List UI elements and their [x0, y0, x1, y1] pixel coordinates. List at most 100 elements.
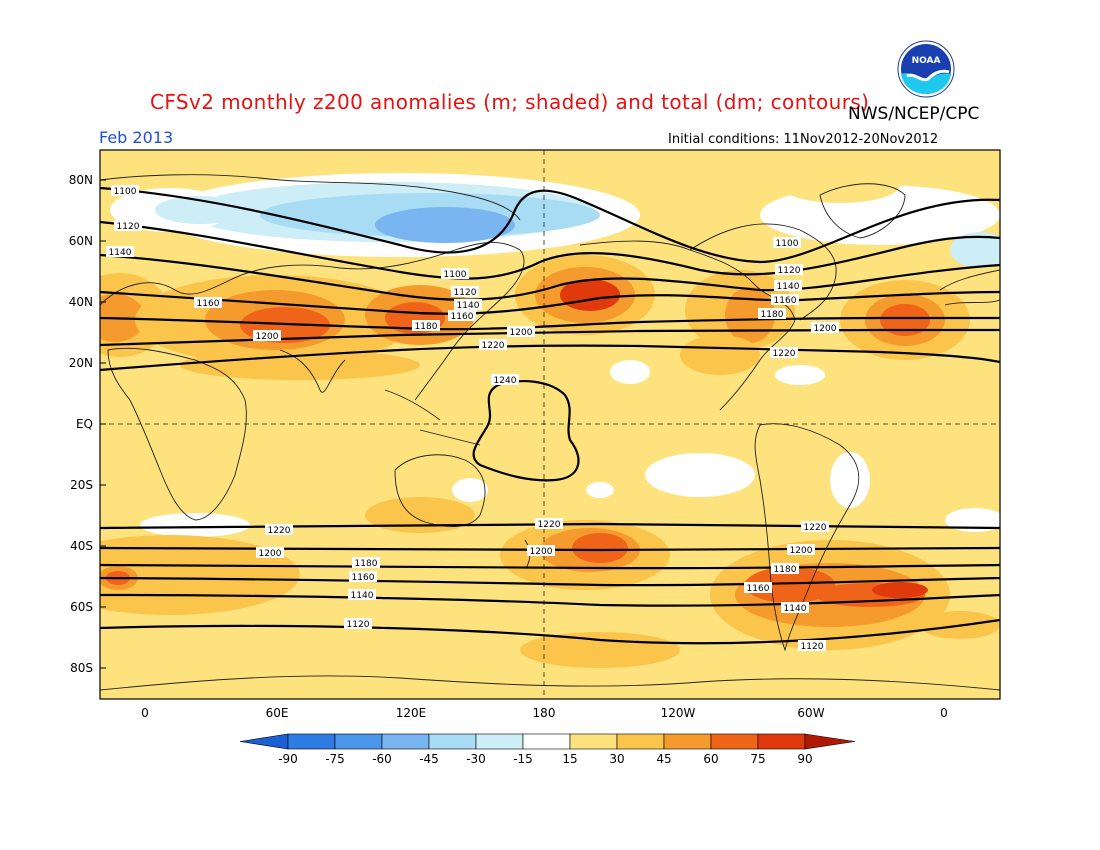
contour-label: 1140 [109, 248, 132, 258]
contour-1140 [100, 253, 1000, 301]
contour-label: 1140 [457, 301, 480, 311]
contour-label: 1180 [415, 322, 438, 332]
contour-label: 1220 [773, 349, 796, 359]
coastline-eurasia [100, 241, 525, 401]
contour-label: 1160 [774, 296, 797, 306]
colorbar-label: -75 [325, 752, 345, 766]
lat-label: 80N [69, 173, 93, 187]
contour-label: 1140 [351, 591, 374, 601]
colorbar-box [616, 733, 665, 750]
lat-label: EQ [76, 417, 93, 431]
lon-axis: 0 60E 120E 180 120W 60W 0 [141, 706, 948, 720]
colorbar-box [569, 733, 618, 750]
colorbar-label: -45 [419, 752, 439, 766]
coastline-south-america [754, 423, 860, 652]
contour-label: 1200 [259, 549, 282, 559]
colorbar-box [522, 733, 571, 750]
anomaly-region-neg-15 [155, 196, 245, 224]
colorbar-box [287, 733, 336, 750]
contour-label: 1160 [352, 573, 375, 583]
anomaly-region-white [775, 365, 825, 385]
anomaly-region-white [945, 508, 1000, 532]
contour-1120 [100, 220, 1000, 280]
colorbar-labels: -90 -75 -60 -45 -30 -15 15 30 45 60 75 90 [278, 752, 812, 766]
contour-1140-south [100, 593, 1000, 607]
lat-label: 40N [69, 295, 93, 309]
anomaly-region-white [830, 452, 870, 508]
coastline-arctic [100, 174, 521, 221]
colorbar-label: 75 [750, 752, 765, 766]
colorbar-label: -15 [513, 752, 533, 766]
lat-label: 20N [69, 356, 93, 370]
contour-label: 1200 [510, 328, 533, 338]
colorbar-box [428, 733, 477, 750]
coastline-indonesia [384, 389, 481, 446]
colorbar-box [663, 733, 712, 750]
anomaly-region-neg-45 [375, 207, 515, 243]
colorbar-box [334, 733, 383, 750]
colorbar-label: -60 [372, 752, 392, 766]
initial-conditions: Initial conditions: 11Nov2012-20Nov2012 [668, 132, 939, 147]
colorbar-box [475, 733, 524, 750]
anomaly-region-pos-45 [725, 287, 775, 343]
colorbar-label: 90 [797, 752, 812, 766]
anomaly-shading [100, 167, 1000, 668]
contour-1220 [100, 344, 1000, 372]
anomaly-region-white [586, 482, 614, 498]
coastline-antarctica [100, 675, 1000, 691]
colorbar-boxes [239, 733, 856, 750]
colorbar-label: 60 [703, 752, 718, 766]
contour-label: 1140 [784, 604, 807, 614]
lat-axis: 80N 60N 40N 20N EQ 20S 40S 60S 80S [69, 173, 106, 675]
contour-labels: 1100 1120 1140 1160 1200 1100 1120 1140 … [106, 185, 839, 652]
contour-label: 1100 [444, 270, 467, 280]
anomaly-region-pos-60 [880, 304, 930, 336]
contour-1120-south [100, 618, 1000, 645]
anomaly-region-white [452, 478, 488, 502]
lon-label: 120E [396, 706, 427, 720]
lat-label: 40S [70, 539, 93, 553]
lat-label: 60N [69, 234, 93, 248]
contour-label: 1220 [268, 526, 291, 536]
anomaly-region-white [140, 513, 250, 537]
contour-label: 1140 [777, 282, 800, 292]
colorbar-label: 45 [656, 752, 671, 766]
organization-label: NWS/NCEP/CPC [848, 104, 980, 124]
contour-label: 1200 [790, 546, 813, 556]
contour-label: 1240 [494, 376, 517, 386]
contour-label: 1100 [114, 187, 137, 197]
contour-label: 1220 [804, 523, 827, 533]
lon-label: 120W [661, 706, 696, 720]
contour-label: 1200 [256, 332, 279, 342]
colorbar-label: 15 [562, 752, 577, 766]
anomaly-region-white [645, 453, 755, 497]
lat-label: 20S [70, 478, 93, 492]
colorbar-box [710, 733, 759, 750]
anomaly-region-pos-60 [572, 533, 628, 563]
colorbar-label: 30 [609, 752, 624, 766]
contour-label: 1220 [538, 520, 561, 530]
anomaly-region-white [610, 360, 650, 384]
contour-label: 1180 [761, 310, 784, 320]
contour-label: 1120 [117, 222, 140, 232]
coastline-australia [394, 454, 486, 527]
anomaly-region-pos-30 [680, 335, 760, 375]
contour-label: 1100 [776, 239, 799, 249]
contour-1180 [100, 316, 1000, 331]
coastlines [100, 174, 1000, 691]
colorbar-label: -90 [278, 752, 298, 766]
contour-label: 1180 [355, 559, 378, 569]
contour-1160-south [100, 576, 1000, 587]
coastline-europe-east [939, 269, 1000, 306]
colorbar-arrow-high [804, 733, 856, 750]
coastline-greenland [819, 183, 906, 239]
anomaly-region-pos-15 [780, 167, 900, 203]
contour-1240 [472, 380, 580, 482]
contour-label: 1220 [482, 341, 505, 351]
contour-1180-south [100, 563, 1000, 570]
contour-1100 [100, 186, 1000, 264]
colorbar-box [381, 733, 430, 750]
contour-1160 [100, 290, 1000, 315]
colorbar-box [757, 733, 806, 750]
